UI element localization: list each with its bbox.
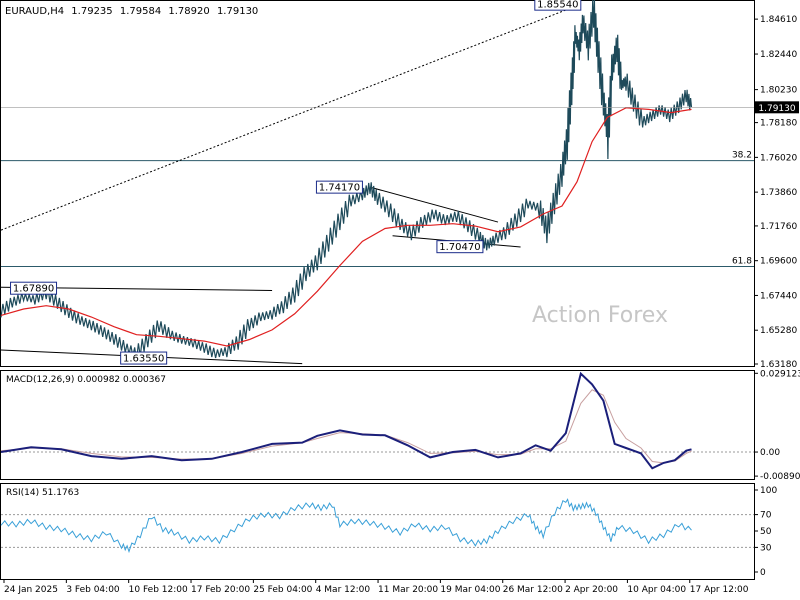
rsi-y-tick-label: 0 [760, 568, 766, 578]
time-tick-label: 11 Mar 20:00 [378, 585, 438, 595]
moving-average-line [0, 107, 692, 347]
price-annotations: 1.85540 1.74170 1.70470 1.67890 1.63550 [10, 0, 582, 365]
price-y-tick-label: 1.71760 [760, 222, 797, 232]
time-tick-label: 19 Mar 04:00 [440, 585, 500, 595]
price-y-tick-label: 1.80230 [760, 86, 797, 96]
time-tick-label: 17 Apr 12:00 [690, 585, 749, 595]
current-price-label: 1.79130 [758, 104, 795, 114]
time-tick-label: 4 Mar 12:00 [316, 585, 371, 595]
macd-pane-title: MACD(12,26,9) 0.000982 0.000367 [6, 375, 166, 385]
rsi-y-axis: 100 70 50 30 0 [754, 486, 777, 578]
time-tick-label: 25 Feb 04:00 [253, 585, 312, 595]
price-label-box [315, 180, 363, 194]
triangle-upper-line [369, 186, 499, 223]
current-price-box [755, 101, 799, 114]
time-tick-label: 10 Feb 12:00 [129, 585, 188, 595]
price-y-tick-label: 1.69600 [760, 257, 797, 267]
rsi-line [0, 498, 692, 554]
macd-y-axis: 0.029123 0.00 -0.008901 [754, 369, 800, 482]
time-tick-label: 17 Feb 20:00 [191, 585, 250, 595]
macd-pane: MACD(12,26,9) 0.000982 0.000367 0.029123… [0, 369, 800, 482]
price-pane-title: EURAUD,H4 1.79235 1.79584 1.78920 1.7913… [5, 6, 258, 17]
rsi-pane-title: RSI(14) 51.1763 [6, 488, 79, 498]
price-y-tick-label: 1.82440 [760, 50, 797, 60]
rsi-y-tick-label: 70 [760, 511, 772, 521]
price-label: 1.85540 [537, 0, 578, 11]
price-y-tick-label: 1.78180 [760, 119, 797, 129]
time-tick-label: 10 Apr 04:00 [627, 585, 686, 595]
price-label-box [534, 0, 582, 11]
price-y-tick-label: 1.76020 [760, 153, 797, 163]
price-label: 1.63550 [123, 354, 164, 365]
time-tick-label: 3 Feb 04:00 [66, 585, 120, 595]
price-label-box [436, 240, 484, 254]
macd-line [0, 371, 692, 470]
macd-series [0, 371, 754, 470]
macd-y-tick-label: 0.029123 [760, 369, 800, 379]
time-tick-label: 2 Apr 20:00 [565, 585, 618, 595]
rsi-y-tick-label: 100 [760, 486, 777, 496]
time-tick-label: 24 Jan 2025 [4, 585, 58, 595]
rsi-pane-frame [0, 483, 755, 580]
price-label-box [120, 351, 168, 365]
rsi-series [0, 498, 754, 554]
fib-levels: 38.2 61.8 [1, 151, 754, 267]
price-y-tick-label: 1.67440 [760, 291, 797, 301]
price-y-tick-label: 1.73860 [760, 188, 797, 198]
price-label-box [10, 281, 58, 295]
price-label: 1.67890 [13, 284, 54, 295]
price-y-axis: 1.84610 1.82440 1.80230 1.78180 1.76020 1.738… [754, 15, 797, 370]
macd-y-tick-label: -0.008901 [760, 472, 800, 482]
price-y-tick-label: 1.63180 [760, 360, 797, 370]
price-y-tick-label: 1.84610 [760, 15, 797, 25]
fib-38.2-label: 38.2 [732, 151, 752, 161]
price-y-tick-label: 1.65280 [760, 326, 797, 336]
rsi-y-tick-label: 50 [760, 527, 772, 537]
rsi-pane: RSI(14) 51.1763 100 70 50 30 0 [0, 483, 777, 580]
time-tick-label: 26 Mar 12:00 [503, 585, 563, 595]
current-price-marker: 1.79130 [1, 101, 799, 114]
macd-pane-frame [0, 370, 755, 480]
macd-y-tick-label: 0.00 [760, 448, 780, 458]
time-axis: 24 Jan 2025 3 Feb 04:00 10 Feb 12:00 17 Feb… [3, 579, 749, 595]
price-pane: EURAUD,H4 1.79235 1.79584 1.78920 1.7913… [0, 0, 799, 370]
fib-61.8-label: 61.8 [732, 256, 752, 266]
price-label: 1.70470 [439, 242, 480, 253]
rsi-y-tick-label: 30 [760, 543, 772, 553]
price-pane-frame [0, 0, 755, 367]
price-label: 1.74170 [319, 183, 360, 194]
watermark: Action Forex [532, 303, 668, 328]
